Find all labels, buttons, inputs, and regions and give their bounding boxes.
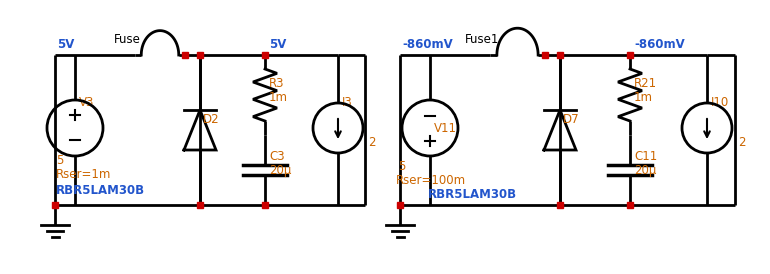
Text: -860mV: -860mV: [634, 38, 685, 51]
Text: V11: V11: [434, 122, 457, 135]
Text: 20μ: 20μ: [634, 164, 656, 177]
Text: C3: C3: [269, 150, 285, 163]
Text: C11: C11: [634, 150, 658, 163]
Text: 5: 5: [398, 160, 406, 173]
Text: R3: R3: [269, 77, 284, 90]
Text: 2: 2: [368, 136, 376, 149]
Text: R21: R21: [634, 77, 657, 90]
Text: 5: 5: [56, 154, 63, 167]
Text: Fuse: Fuse: [113, 33, 140, 46]
Text: 5V: 5V: [269, 38, 286, 51]
Text: RBR5LAM30B: RBR5LAM30B: [428, 188, 517, 201]
Text: V3: V3: [79, 96, 95, 109]
Text: 1m: 1m: [269, 91, 288, 104]
Text: Rser=100m: Rser=100m: [396, 174, 466, 187]
Text: RBR5LAM30B: RBR5LAM30B: [56, 184, 145, 197]
Text: 5V: 5V: [57, 38, 75, 51]
Text: Rser=1m: Rser=1m: [56, 168, 112, 181]
Text: -860mV: -860mV: [402, 38, 453, 51]
Text: 1m: 1m: [634, 91, 653, 104]
Text: 2: 2: [738, 136, 745, 149]
Text: D2: D2: [203, 113, 219, 126]
Text: Fuse1: Fuse1: [465, 33, 499, 46]
Text: D7: D7: [563, 113, 580, 126]
Text: I3: I3: [342, 96, 353, 109]
Text: I10: I10: [711, 96, 729, 109]
Text: 20μ: 20μ: [269, 164, 291, 177]
